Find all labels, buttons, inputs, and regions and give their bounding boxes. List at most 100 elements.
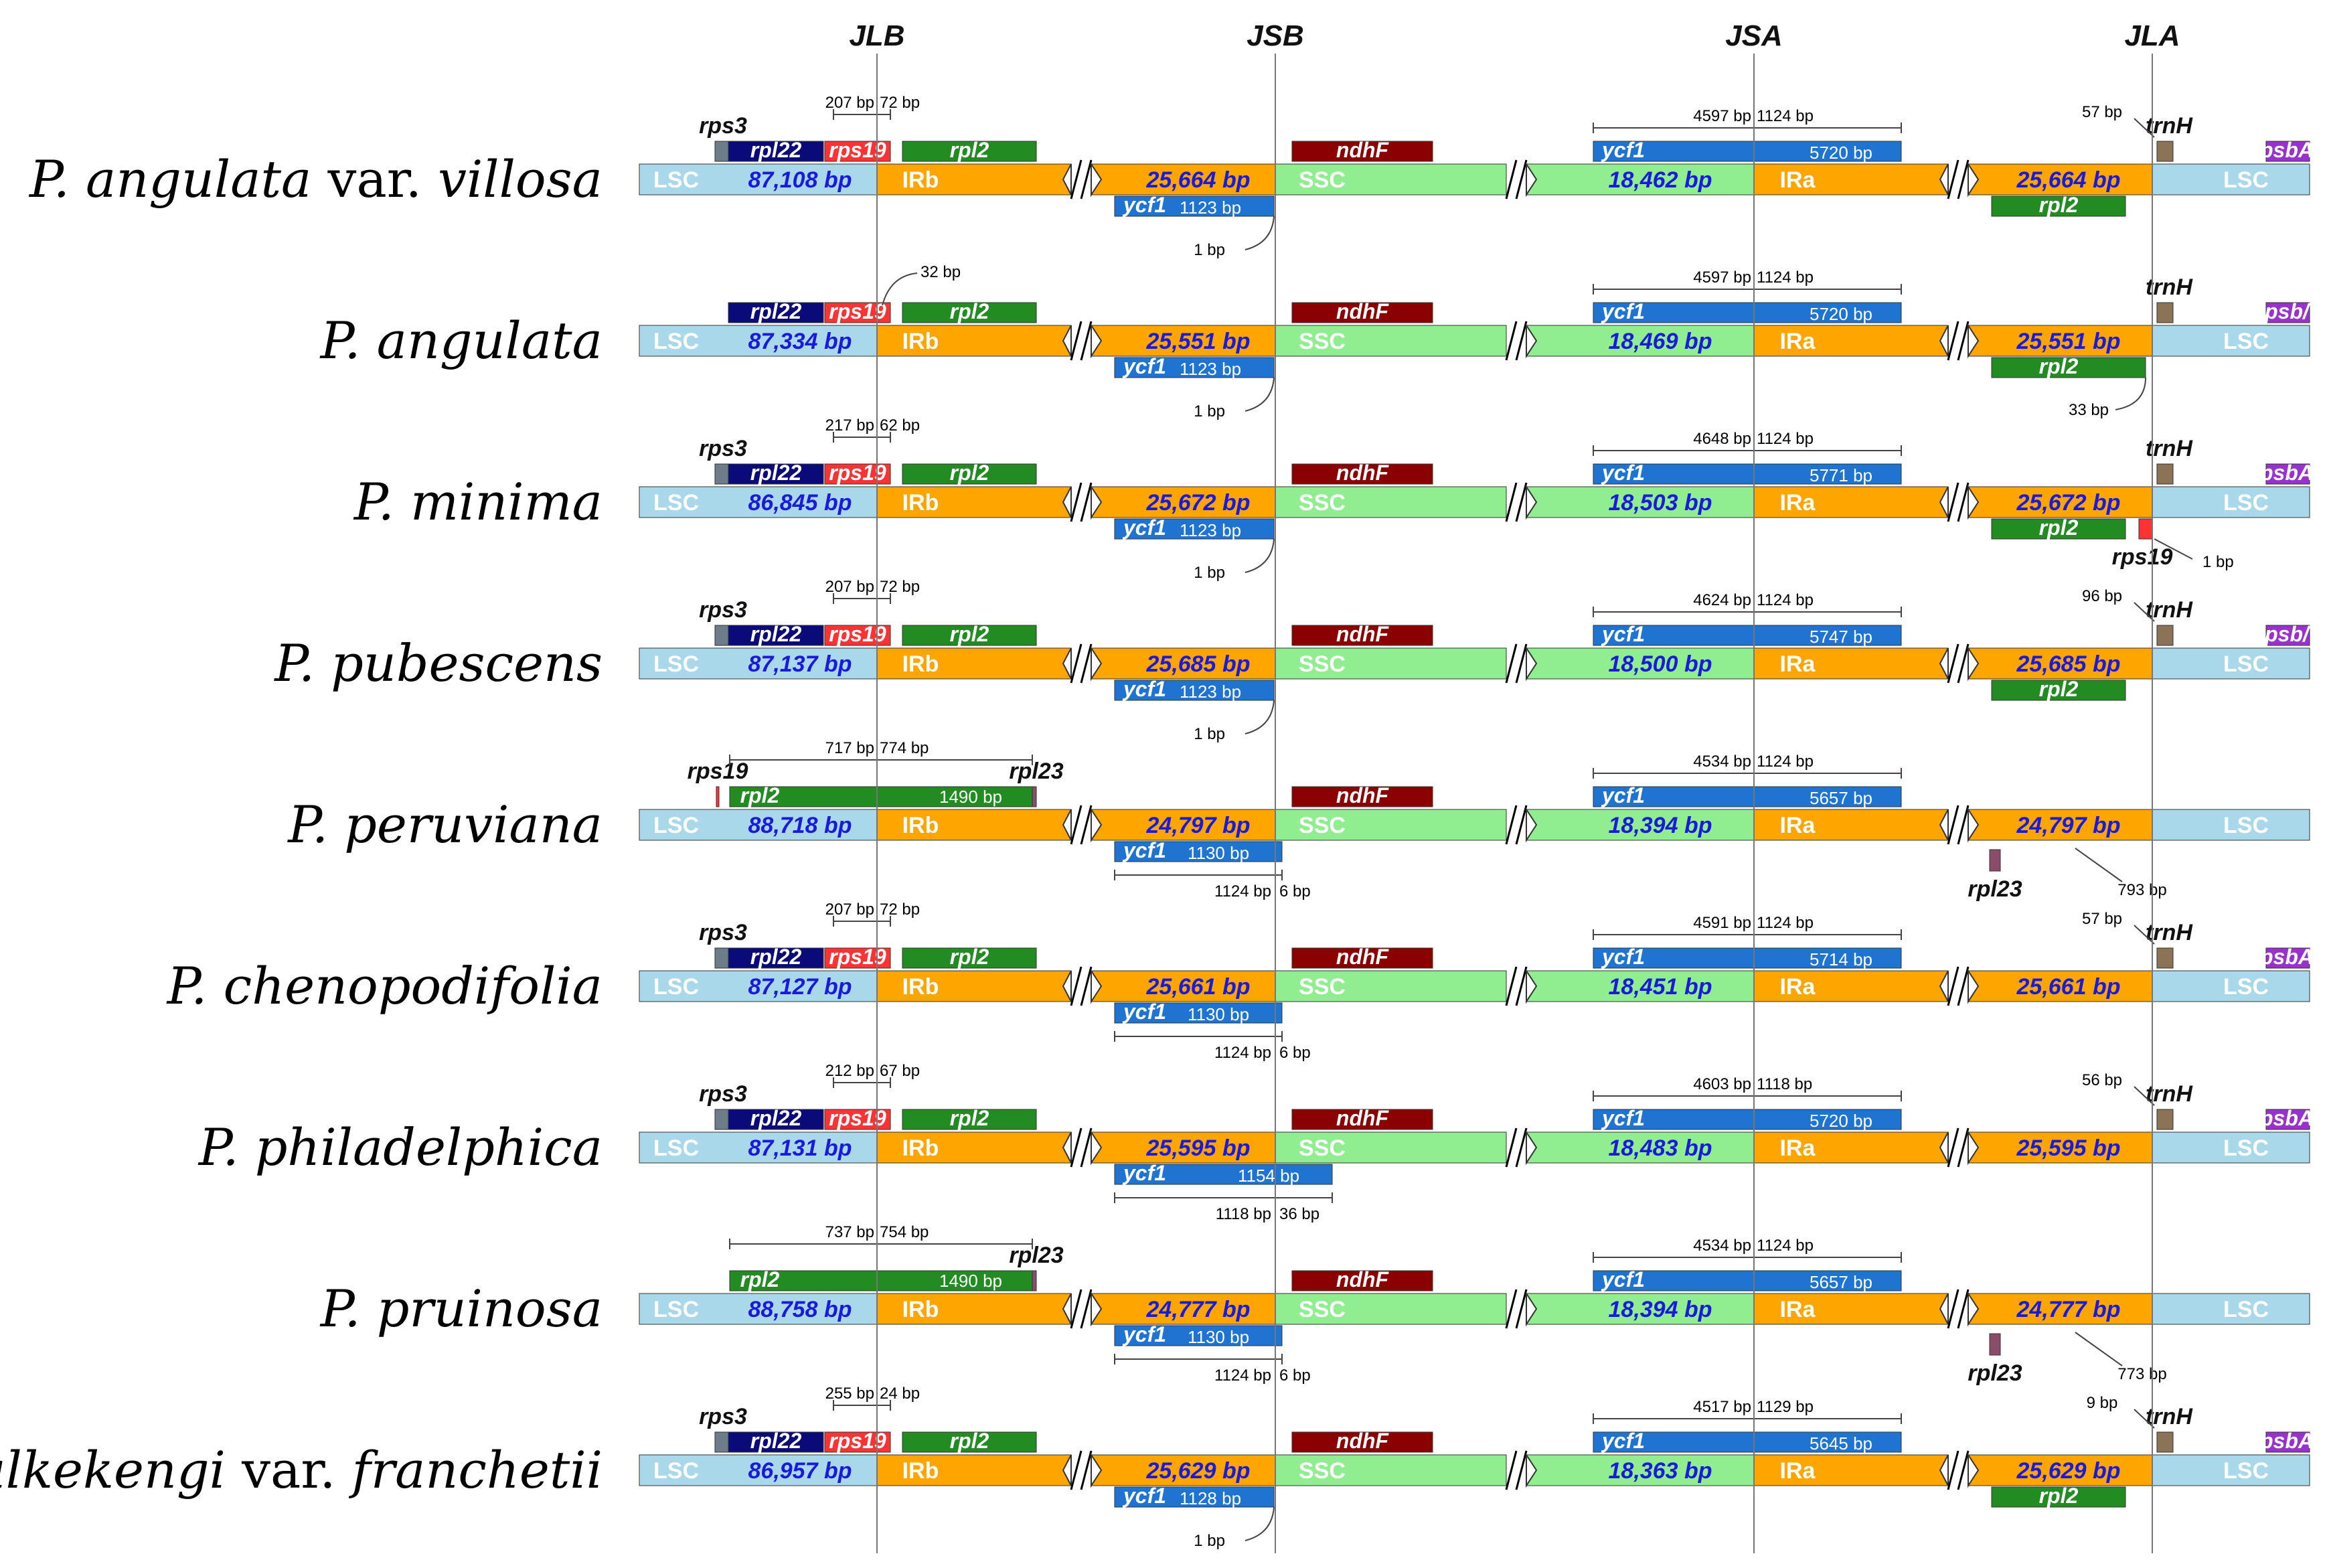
trnH-label: trnH <box>2146 436 2193 461</box>
jsb-bracket <box>1114 1031 1283 1042</box>
jsb-bracket <box>1114 870 1283 880</box>
jlb-right-bp: 62 bp <box>880 416 920 435</box>
species-name-name: minima <box>410 472 603 532</box>
ssc-length: 18,483 bp <box>1609 1135 1712 1161</box>
rpl22-gene <box>728 947 824 969</box>
rpl23-label: rpl23 <box>1009 1243 1063 1268</box>
ira-label: IRa <box>1780 651 1816 677</box>
lsc-length: 88,718 bp <box>748 813 852 838</box>
lsc-length: 86,845 bp <box>748 490 852 516</box>
ycf1-jsb-label: ycf1 <box>1122 1000 1166 1024</box>
break-mark <box>1505 159 1528 200</box>
rps19-gene <box>824 625 891 646</box>
jlb-right-bp: 24 bp <box>880 1385 920 1403</box>
ndhF-gene <box>1291 463 1433 485</box>
jsa-left-bp: 4648 bp <box>1693 430 1751 448</box>
ira-segment <box>1968 325 2153 357</box>
species-rows: P. angulata var. villosa LSC 87,108 bp IRb 2… <box>0 94 2314 1550</box>
rpl2-label: rpl2 <box>950 945 989 969</box>
species-name-name: pubescens <box>331 633 603 693</box>
rpl2-label: rpl2 <box>950 622 989 646</box>
irb-segment <box>876 647 1072 680</box>
jlb-left-bp: 207 bp <box>825 900 874 919</box>
break-mark <box>1968 1129 1980 1166</box>
rpl2-gene <box>902 947 1037 969</box>
ira-segment <box>1968 1454 2153 1486</box>
rpl2-label: rpl2 <box>950 299 989 323</box>
rpl2-jla-gene <box>1991 357 2146 378</box>
lsc-label: LSC <box>2223 167 2269 193</box>
trnH-label: trnH <box>2146 920 2193 945</box>
ycf1-jsb-gene <box>1114 1002 1283 1024</box>
rpl2-length: 1490 bp <box>939 787 1002 807</box>
species-name-genus: P. <box>353 472 410 532</box>
rps19-label: rps19 <box>688 759 748 784</box>
ssc-segment <box>1526 325 1755 357</box>
jlb-left-bp: 717 bp <box>825 739 874 757</box>
irb-segment <box>1091 1131 1276 1164</box>
jsa-left-bp: 4603 bp <box>1693 1075 1751 1093</box>
ssc-segment <box>1526 809 1755 841</box>
rpl2-gene <box>902 625 1037 646</box>
species-row: P. angulata LSC 87,334 bp IRb 25,551 bp SSC 18… <box>319 263 2311 420</box>
break-mark <box>1062 1293 1072 1325</box>
ndhF-label: ndhF <box>1336 461 1390 485</box>
jlb-left-bp: 207 bp <box>825 94 874 112</box>
irb-label: IRb <box>902 1297 939 1322</box>
rps19-gene <box>824 1109 891 1130</box>
lsc-label: LSC <box>2223 813 2269 838</box>
irb-segment <box>876 163 1072 195</box>
break-mark <box>1526 1291 1538 1327</box>
irb-segment <box>1091 486 1276 518</box>
ssc-segment <box>1526 486 1755 518</box>
lsc-segment <box>639 809 878 841</box>
jsa-right-bp: 1124 bp <box>1757 914 1814 932</box>
break-mark <box>1939 970 1949 1002</box>
rpl23-gene <box>1032 1270 1037 1291</box>
rps3-label: rps3 <box>699 113 747 139</box>
jsa-right-bp: 1124 bp <box>1757 753 1814 771</box>
lsc-segment <box>639 647 878 680</box>
break-mark <box>1091 323 1103 359</box>
rps19-gene <box>824 141 891 162</box>
jlb-right-bp: 72 bp <box>880 94 920 112</box>
jsb-arrow <box>1245 216 1275 250</box>
rpl22-label: rpl22 <box>750 299 802 323</box>
ira-length: 25,661 bp <box>2016 974 2121 1000</box>
break-mark <box>1526 1452 1538 1488</box>
jsa-right-bp: 1124 bp <box>1757 1237 1814 1255</box>
trnH-gene <box>2156 947 2174 969</box>
ycf1-gene <box>1593 1270 1902 1291</box>
psbA-gene <box>2265 463 2310 485</box>
rpl2-label: rpl2 <box>950 1106 989 1130</box>
species-name-genus: P. <box>319 1279 377 1338</box>
rpl22-gene <box>728 141 824 162</box>
ycf1-jsb-length: 1123 bp <box>1180 682 1241 702</box>
ndhF-label: ndhF <box>1336 783 1390 807</box>
lsc-segment <box>2152 809 2310 841</box>
lsc-label: LSC <box>653 974 699 1000</box>
ycf1-jsb-length: 1130 bp <box>1188 843 1249 863</box>
ycf1-gene <box>1593 625 1902 646</box>
rpl2-gene <box>902 141 1037 162</box>
rpl22-label: rpl22 <box>750 622 802 646</box>
ycf1-jsb-length: 1128 bp <box>1180 1488 1241 1508</box>
species-name: P. minima <box>353 472 603 532</box>
break-mark <box>1062 163 1072 195</box>
ira-length: 25,629 bp <box>2016 1458 2121 1484</box>
break-mark <box>1091 807 1103 843</box>
rps19-gene <box>824 1431 891 1453</box>
break-mark <box>1091 1452 1103 1488</box>
lsc-segment <box>639 1131 878 1164</box>
break-mark <box>1091 968 1103 1004</box>
jlb-right-bp: 72 bp <box>880 578 920 596</box>
break-mark <box>1947 1450 1970 1490</box>
ycf1-label: ycf1 <box>1601 299 1645 323</box>
break-mark <box>1526 323 1538 359</box>
lsc-label: LSC <box>653 1297 699 1322</box>
species-name-var: var. <box>311 149 438 209</box>
ycf1-jsb-length: 1123 bp <box>1180 198 1241 218</box>
species-name-var: var. <box>226 1440 352 1500</box>
ira-segment <box>1753 970 1949 1002</box>
ira-label: IRa <box>1780 329 1816 354</box>
